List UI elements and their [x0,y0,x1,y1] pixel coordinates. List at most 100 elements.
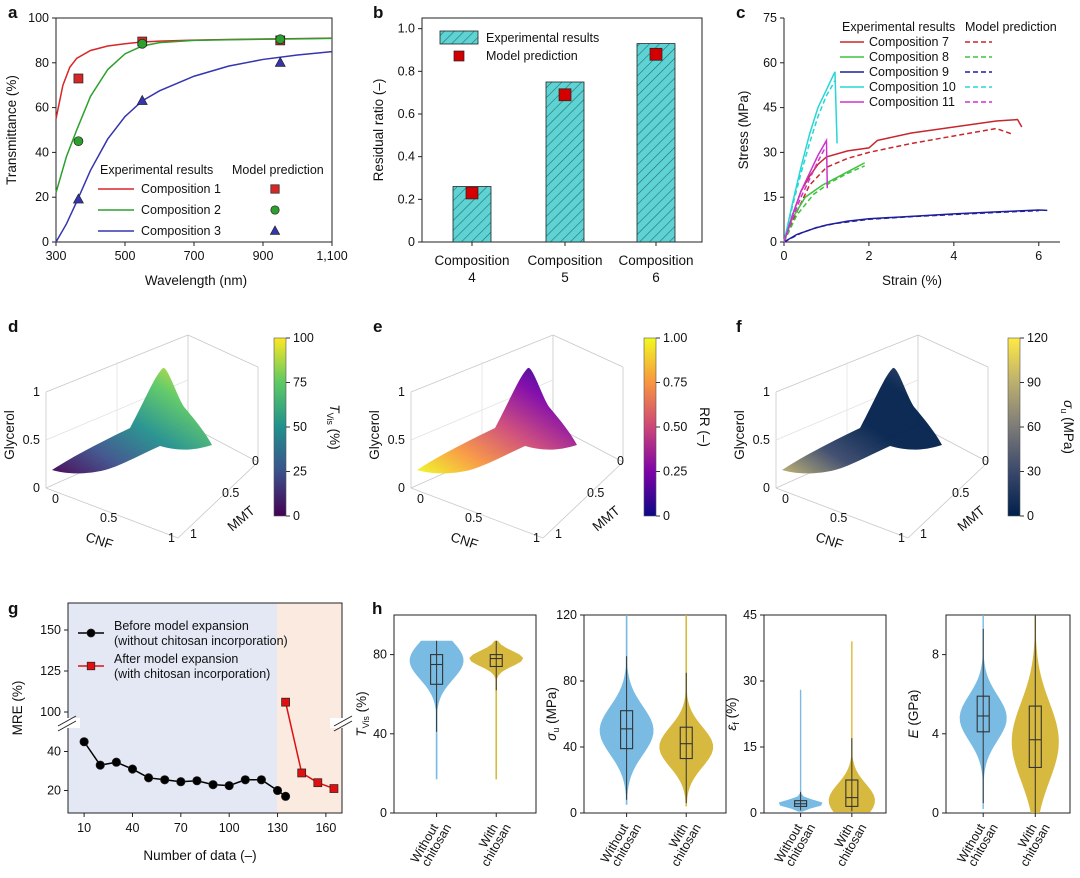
legend-g: Before model expansion(without chitosan … [78,619,288,681]
colorbar-label-d: TVis (%) [325,404,342,449]
legend-marker-a [270,184,280,194]
colorbar-label-e: RR (–) [697,407,712,447]
panel-label-a: a [8,3,18,22]
colorbar-unit: (%) [327,425,342,450]
prediction-marker-b [558,88,572,102]
axis-frame-e [410,487,544,539]
prediction-marker-a [73,136,84,147]
y-tick-label-h: 0 [570,806,577,820]
axis-frame-d [187,334,259,368]
y-tick-label-h: 120 [556,608,577,622]
exp-curve-c [783,118,1023,243]
y-label-unit: (MPa) [544,687,559,728]
z-axis-label-f: Glycerol [732,410,747,460]
panel-label-b: b [373,3,383,22]
z-axis-label-e: Glycerol [367,410,382,460]
model-curve-c [783,80,836,243]
colorbar-tick-label-f: 30 [1027,465,1041,479]
colorbar-tick-label-e: 0.50 [663,420,687,434]
legend-label-g: After model expansion [114,652,238,666]
z-tick-label-f: 1 [763,385,770,399]
y-tick-label-a: 60 [35,101,49,115]
axes-b: 0 0.2 0.4 0.6 0.8 1.0 Composition 4 Composition 5… [398,17,703,285]
y-tick-label-b: 1.0 [398,22,415,36]
legend-label-c: Composition 11 [869,95,955,109]
panel-label-h: h [372,599,382,618]
box [976,695,990,733]
y-tick-label-a: 0 [42,235,49,249]
panel-g: g 10 40 70 100 130 160 20 40 100 125 150 Before mo… [8,599,356,863]
bar-b [545,81,585,243]
axis-break-mark [333,720,353,732]
axis-break-mark [57,715,77,727]
colorbar-unit: (MPa) [1061,413,1076,454]
legend-header-model-c: Model prediction [965,20,1057,34]
y-tick-label-h: 45 [743,608,757,622]
exp-curve-c [783,71,838,243]
x-tick-label-b: 5 [561,270,569,285]
y-tick-label-b: 0.2 [398,192,415,206]
z-tick-label-e: 0.5 [388,433,405,447]
x-tick-label-g: 40 [126,821,140,835]
x-tick-label-a: 300 [46,249,67,263]
z-axis-label-d: Glycerol [2,410,17,460]
plot-frame-h [583,614,727,814]
box [1028,705,1042,769]
y-tick-label-h: 40 [373,727,387,741]
data-point-g [79,737,89,747]
y-tick-label-c: 75 [763,11,777,25]
y-axis-label-h: TVis (%) [354,691,371,736]
data-point-g [240,775,250,785]
x-tick-label-c: 4 [950,249,957,263]
colorbar-tick-label-f: 0 [1027,509,1034,523]
z-tick-label-f: 0 [763,481,770,495]
y-tick-label-b: 0.8 [398,64,415,78]
x-tick-label-f: 0 [782,492,789,506]
y-label-subscript: u [551,728,561,733]
y-label-symbol: σ [544,732,559,741]
x-axis-label-c: Strain (%) [882,273,942,288]
axis-frame-e [552,334,624,368]
y-tick-label-h: 80 [563,674,577,688]
data-point-g [208,780,218,790]
colorbar-d [273,337,287,517]
axes-a: 300 500 700 900 1,100 0 20 40 60 80 100 [28,11,348,263]
z-tick-label-e: 0 [398,481,405,495]
model-curve-c [783,149,826,243]
data-point-g [144,773,154,783]
x-tick-label-d: 0 [52,492,59,506]
x-tick-label-g: 160 [315,821,336,835]
y-tick-label-g: 100 [40,705,61,719]
y-axis-label-g: MRE (%) [10,681,25,736]
box [430,654,444,685]
box [845,779,859,807]
y-tick-label-f: 1 [920,527,927,541]
y-tick-label-h: 30 [743,674,757,688]
legend-label-c: Composition 7 [869,35,949,49]
colorbar-tick-label-d: 50 [293,420,307,434]
prediction-marker-a [72,193,84,204]
x-tick-label-e: 0 [417,492,424,506]
legend-label-b: Experimental results [486,31,599,45]
y-tick-label-c: 45 [763,101,777,115]
colorbar-subscript: u [1059,408,1069,413]
y-label-symbol: T [354,727,369,737]
axis-frame-f [775,487,909,539]
y-label-subscript: f [731,722,741,725]
y-axis-label-h: σu (MPa) [544,687,561,741]
x-tick-label-d: 1 [168,531,175,545]
y-tick-label-a: 40 [35,145,49,159]
colorbar-f [1007,337,1021,517]
colorbar-tick-label-d: 0 [293,509,300,523]
axes-g: 10 40 70 100 130 160 20 40 100 125 150 [40,602,356,835]
x-tick-label-b: 6 [652,270,660,285]
y-tick-label-d: 1 [190,527,197,541]
colorbar-tick-label-e: 0 [663,509,670,523]
colorbar-symbol: σ [1061,400,1076,409]
